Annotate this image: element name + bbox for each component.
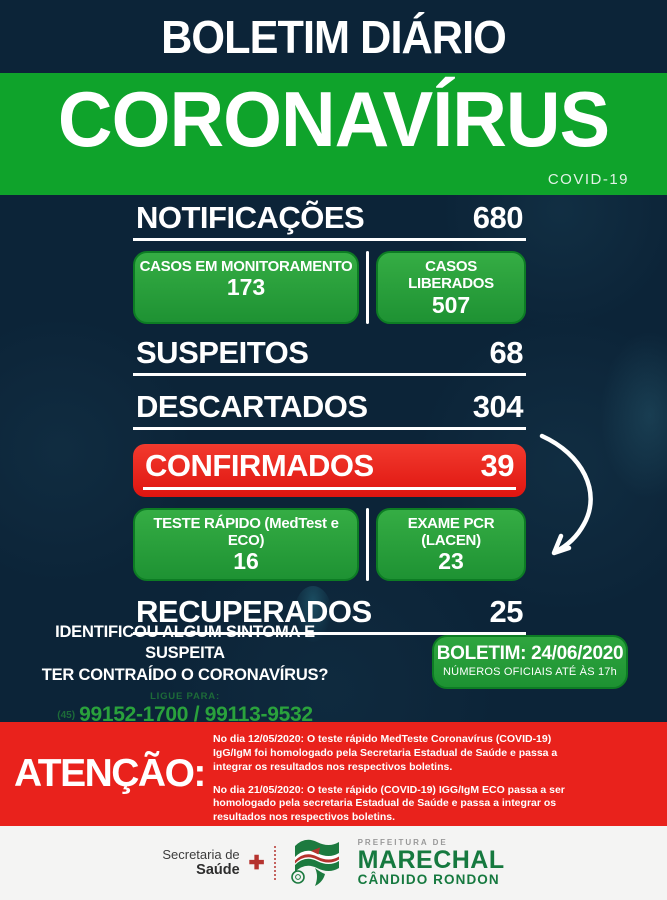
monitoring-box-row: CASOS EM MONITORAMENTO 173 CASOS LIBERAD… (133, 251, 526, 324)
stat-value: 39 (480, 447, 515, 483)
attention-paragraph: No dia 12/05/2020: O teste rápido MedTes… (213, 733, 558, 773)
coronavirus-banner: CORONAVÍRUS COVID-19 (0, 73, 667, 195)
stat-row-descartados: DESCARTADOS 304 (133, 391, 526, 430)
contact-section: IDENTIFICOU ALGUM SINTOMA E SUSPEITA TER… (20, 622, 350, 739)
footer: Secretaria de Saúde ✚ PREFEITURA DE MARE… (0, 826, 667, 900)
stat-box-label: EXAME PCR (LACEN) (407, 514, 495, 550)
stat-label: RECUPERADOS (136, 593, 372, 629)
stats-section: NOTIFICAÇÕES 680 CASOS EM MONITORAMENTO … (133, 202, 526, 635)
attention-label: ATENÇÃO: (14, 752, 206, 795)
stat-value: 68 (489, 334, 524, 370)
city-name-line1: MARECHAL (357, 845, 505, 874)
banner-title: CORONAVÍRUS (57, 75, 610, 163)
curved-arrow-icon (539, 433, 593, 556)
page-title: BOLETIM DIÁRIO (161, 11, 507, 63)
attention-paragraphs: No dia 12/05/2020: O teste rápido MedTes… (213, 733, 569, 834)
phone-line: (45) 99152-1700 / 99113-9532 (20, 703, 350, 727)
stat-box-value: 507 (431, 291, 471, 318)
stat-box-value: 173 (226, 274, 266, 301)
stat-box-label: CASOS EM MONITORAMENTO (139, 258, 353, 275)
attention-paragraph: No dia 21/05/2020: O teste rápido (COVID… (213, 783, 565, 824)
prefeitura-label: PREFEITURA DE (357, 837, 448, 847)
red-cross-icon: ✚ (248, 852, 265, 874)
phone-numbers: 99152-1700 / 99113-9532 (79, 703, 313, 727)
stat-row-notificacoes: NOTIFICAÇÕES 680 (133, 202, 526, 241)
dashed-divider (273, 846, 276, 880)
city-flag-logo (290, 839, 339, 886)
covid-subtitle: COVID-19 (547, 171, 629, 188)
secretaria-saude-label: Secretaria de Saúde (162, 847, 239, 880)
stat-box-confirmados: CONFIRMADOS 39 (133, 443, 526, 497)
area-code: (45) (57, 709, 76, 721)
city-name-line2: CÂNDIDO RONDON (357, 872, 500, 888)
stat-box-teste-rapido: TESTE RÁPIDO (MedTest e ECO) 16 (133, 507, 359, 581)
stat-label: CONFIRMADOS (145, 447, 374, 483)
bulletin-info-box: BOLETIM: 24/06/2020 NÚMEROS OFICIAIS ATÉ… (432, 635, 628, 689)
vertical-divider (366, 507, 369, 581)
stat-box-casos-monitoramento: CASOS EM MONITORAMENTO 173 (133, 251, 359, 324)
stat-value: 680 (472, 200, 524, 235)
stat-box-value: 16 (233, 548, 259, 575)
stat-value: 304 (472, 388, 524, 424)
bulletin-date: BOLETIM: 24/06/2020 (436, 643, 624, 664)
stat-label: SUSPEITOS (136, 334, 309, 370)
stat-box-label: CASOS LIBERADOS (408, 258, 494, 293)
secretaria-line1: Secretaria de (162, 846, 240, 862)
secretaria-line2: Saúde (196, 862, 240, 879)
stat-value: 25 (489, 593, 524, 629)
vertical-divider (366, 251, 369, 324)
stat-box-exame-pcr: EXAME PCR (LACEN) 23 (376, 507, 526, 581)
confirmados-row: CONFIRMADOS 39 (143, 450, 516, 490)
call-label: LIGUE PARA: (150, 691, 220, 703)
stat-box-casos-liberados: CASOS LIBERADOS 507 (376, 251, 526, 324)
tests-box-row: TESTE RÁPIDO (MedTest e ECO) 16 EXAME PC… (133, 507, 526, 581)
stat-box-value: 23 (438, 548, 464, 575)
symptom-question-line2: TER CONTRAÍDO O CORONAVÍRUS? (41, 665, 329, 684)
stat-row-recuperados: RECUPERADOS 25 (133, 596, 526, 635)
stat-row-suspeitos: SUSPEITOS 68 (133, 337, 526, 376)
stat-label: DESCARTADOS (136, 388, 368, 424)
stat-label: NOTIFICAÇÕES (136, 200, 365, 235)
symptom-question-line1: IDENTIFICOU ALGUM SINTOMA E SUSPEITA (55, 623, 315, 663)
stat-box-label: TESTE RÁPIDO (MedTest e ECO) (153, 514, 339, 550)
bulletin-official-note: NÚMEROS OFICIAIS ATÉ ÀS 17h (443, 666, 617, 678)
attention-banner: ATENÇÃO: No dia 12/05/2020: O teste rápi… (0, 722, 667, 826)
prefeitura-logo-text: PREFEITURA DE MARECHAL CÂNDIDO RONDON (357, 837, 505, 888)
